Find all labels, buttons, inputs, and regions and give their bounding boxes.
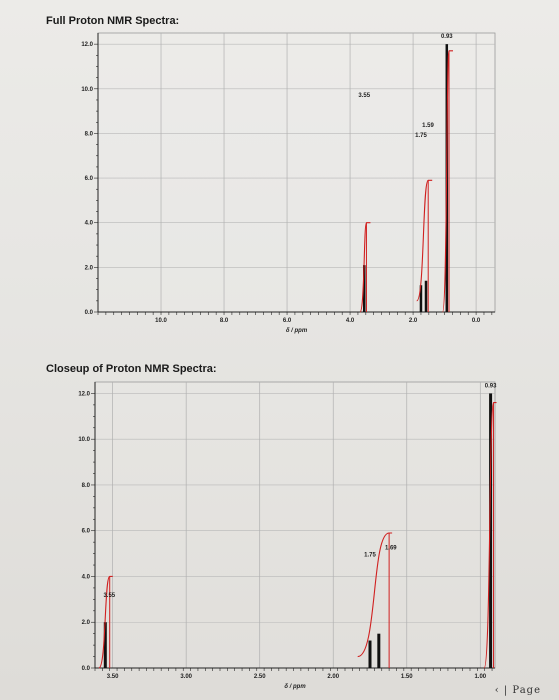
chart-title-closeup: Closeup of Proton NMR Spectra: [46, 363, 217, 375]
plot-frame [97, 32, 496, 313]
integration-curve [416, 179, 433, 302]
x-axis-label: δ / ppm [286, 328, 308, 334]
y-tick-label: 12.0 [78, 391, 90, 397]
spectrum-peak [489, 393, 493, 668]
spectrum-peak [419, 285, 423, 312]
x-tick-label: 3.00 [180, 674, 192, 680]
y-tick-label: 8.0 [85, 131, 94, 137]
peak-label: 1.59 [422, 123, 434, 129]
y-tick-label: 2.0 [82, 620, 91, 626]
peak-label: 1.75 [364, 553, 376, 559]
x-axis-label: δ / ppm [284, 684, 306, 690]
y-tick-label: 12.0 [81, 42, 93, 48]
x-tick-label: 3.50 [107, 674, 119, 680]
y-tick-label: 8.0 [82, 483, 91, 489]
peak-label: 0.93 [441, 34, 453, 40]
spectrum-peak [362, 265, 366, 312]
x-tick-label: 1.00 [474, 674, 486, 680]
y-tick-label: 6.0 [82, 529, 91, 535]
x-tick-label: 0.0 [472, 318, 481, 324]
plot-frame [94, 381, 496, 669]
x-tick-label: 8.0 [220, 318, 229, 324]
y-tick-label: 2.0 [85, 265, 94, 271]
peak-label: 0.93 [485, 383, 497, 389]
x-tick-label: 2.0 [409, 318, 418, 324]
spectrum-peak [377, 633, 381, 668]
peak-label: 3.55 [358, 93, 370, 99]
spectrum-peak [103, 622, 107, 668]
y-tick-label: 0.0 [82, 666, 91, 672]
y-tick-label: 6.0 [85, 176, 94, 182]
x-tick-label: 6.0 [283, 318, 292, 324]
chart-title-full: Full Proton NMR Spectra: [46, 15, 180, 27]
page-footer[interactable]: ‹ | Page [494, 685, 541, 696]
x-tick-label: 2.00 [327, 674, 339, 680]
x-tick-label: 10.0 [155, 318, 167, 324]
x-tick-label: 2.50 [254, 674, 266, 680]
spectrum-peak [368, 640, 372, 668]
spectrum-peak [424, 280, 428, 312]
integration-curve [357, 532, 393, 658]
y-tick-label: 0.0 [85, 310, 94, 316]
integration-curve [442, 50, 453, 313]
integration-curve [483, 402, 497, 669]
y-tick-label: 4.0 [85, 221, 94, 227]
y-tick-label: 10.0 [78, 437, 90, 443]
peak-label: 1.75 [415, 133, 427, 139]
y-tick-label: 4.0 [82, 574, 91, 580]
y-tick-label: 10.0 [81, 87, 93, 93]
full-nmr-chart: 12.0 10.0 8.0 6.0 4.0 2.0 0.0 10.0 8.0 6.0 4.0 2.0 0… [81, 32, 496, 334]
x-tick-label: 1.50 [401, 674, 413, 680]
x-tick-label: 4.0 [346, 318, 355, 324]
peak-label: 1.69 [385, 546, 397, 552]
peak-label: 3.55 [103, 593, 115, 599]
